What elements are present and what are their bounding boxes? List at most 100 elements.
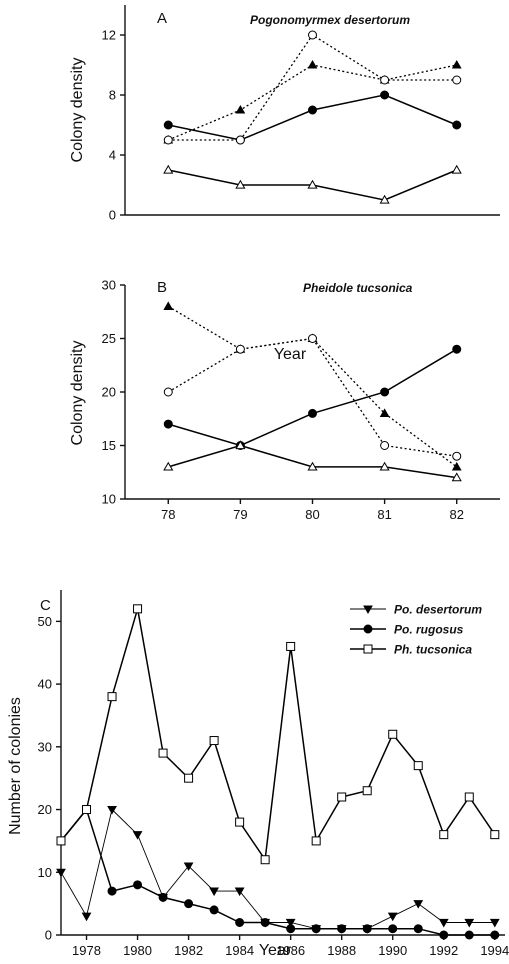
panel-a-series-1-point: [235, 104, 246, 114]
panel-c-y-tick-label: 50: [38, 614, 52, 629]
panel-b-series-2-point: [380, 441, 390, 450]
panel-a-series-2-point: [308, 30, 317, 40]
panel-c-series-0-point: [413, 900, 424, 909]
panel-b-series-0-line: [168, 348, 458, 447]
panel-c-series-2-line: [60, 608, 496, 862]
panel-c: C Number of colonies Year 0 10 20 30 40 50 197…: [7, 590, 509, 959]
panel-c-series-2-point: [133, 604, 143, 614]
panel-a-series-1-point: [307, 59, 318, 69]
panel-c-series-1-point: [388, 924, 398, 934]
panel-a-y-tick-label: 8: [109, 88, 116, 103]
panel-c-series-2-point: [413, 761, 423, 771]
panel-c-y-tick-label: 0: [45, 928, 52, 943]
panel-c-series-0-point: [489, 918, 500, 928]
panel-a-y-tick-label: 4: [109, 148, 116, 163]
panel-c-series-0-point: [387, 912, 398, 922]
panel-c-series-0-point: [209, 887, 219, 897]
panel-c-y-tick-label: 20: [38, 802, 52, 817]
panel-b-series-3-point: [163, 461, 174, 471]
panel-b-x-tick-label: 79: [233, 507, 247, 522]
panel-b-species-label: Pheidole tucsonica: [303, 281, 413, 295]
panel-c-series-1-point: [107, 886, 117, 896]
panel-b-series-1-point: [163, 301, 174, 310]
panel-b-y-tick-label: 15: [102, 438, 116, 453]
legend-marker: [363, 644, 373, 654]
panel-a-series-2-point: [235, 135, 245, 145]
panel-a-series-3-point: [307, 179, 318, 189]
panel-c-series-2-point: [184, 773, 194, 783]
panel-a-y-tick-label: 12: [102, 28, 116, 43]
panel-c-series-1-point: [235, 917, 245, 927]
panel-c-y-tick-label: 10: [38, 865, 52, 880]
panel-c-series-2-point: [235, 817, 245, 827]
panel-c-series-1-point: [337, 924, 347, 934]
panel-c-series-2-point: [209, 736, 219, 746]
panel-c-series-2-point: [362, 786, 372, 796]
panel-c-series-0-point: [438, 918, 449, 928]
panel-c-series-2-point: [286, 641, 296, 651]
legend-item: Po. desertorum: [350, 603, 482, 617]
panel-b-y-tick-label: 20: [102, 385, 116, 400]
legend-label: Po. rugosus: [394, 623, 464, 637]
panel-c-series-2-point: [388, 729, 398, 739]
panel-c-series-1-point: [209, 905, 219, 915]
panel-c-x-tick-label: 1994: [480, 943, 509, 958]
panel-c-series-2-point: [490, 830, 500, 840]
panel-b-series-1-point: [379, 408, 390, 417]
panel-a-series-2-point: [163, 135, 173, 145]
legend-marker: [363, 624, 373, 634]
panel-a-series-1-line: [168, 64, 457, 141]
panel-b-series-3-point: [379, 461, 390, 471]
panel-c-series-0-point: [81, 912, 92, 922]
panel-b-series-1-point: [451, 461, 462, 471]
panel-c-series-1-point: [133, 880, 143, 890]
panel-b-series-2-point: [163, 387, 173, 397]
panel-b: B Pheidole tucsonica Colony density Year…: [69, 278, 500, 522]
legend-item: Po. rugosus: [350, 623, 464, 637]
panel-b-series-3-point: [307, 461, 318, 471]
panel-b-y-tick-label: 30: [102, 278, 116, 293]
panel-c-series-2-point: [158, 748, 168, 758]
legend-marker: [363, 605, 373, 615]
panel-c-series-1-point: [413, 924, 423, 934]
panel-a: A Pogonomyrmex desertorum Colony density…: [69, 5, 500, 223]
legend-label: Po. desertorum: [394, 603, 482, 617]
panel-a-y-tick-label: 0: [109, 208, 116, 223]
panel-c-y-tick-label: 40: [38, 677, 52, 692]
panel-b-x-tick-label: 81: [377, 507, 391, 522]
panel-c-series-2-point: [311, 836, 321, 846]
panel-b-series-3-point: [235, 440, 246, 450]
panel-b-series-0-point: [308, 408, 317, 418]
panel-c-series-1-line: [60, 807, 495, 936]
panel-c-series-0-point: [183, 862, 194, 872]
panel-a-series-3-point: [163, 164, 174, 174]
panel-b-series-3-line: [168, 444, 457, 479]
panel-b-series-0-point: [163, 419, 173, 429]
panel-b-x-tick-label: 78: [161, 507, 175, 522]
panel-c-series-1-point: [362, 924, 372, 934]
panel-c-series-1-point: [439, 930, 449, 940]
panel-b-letter: B: [157, 279, 167, 296]
panel-c-x-tick-label: 1988: [327, 943, 356, 958]
panel-a-y-axis-title: Colony density: [69, 58, 86, 163]
panel-c-series-1-point: [311, 924, 321, 934]
panel-c-x-tick-label: 1978: [72, 943, 101, 958]
panel-b-series-0-point: [452, 344, 462, 354]
panel-b-series-2-point: [308, 334, 317, 343]
legend-label: Ph. tucsonica: [394, 643, 472, 657]
panel-a-series-3-point: [379, 194, 390, 204]
panel-c-series-0-point: [464, 918, 475, 928]
panel-b-series-2-point: [235, 344, 245, 354]
panel-c-series-2-point: [56, 836, 66, 846]
panel-a-series-2-point: [380, 75, 390, 85]
panel-a-series-0-point: [380, 90, 390, 100]
panel-c-y-axis-title: Number of colonies: [7, 697, 24, 835]
panel-a-series-0-line: [168, 94, 457, 141]
panel-c-y-tick-label: 30: [38, 739, 52, 754]
panel-c-series-2-point: [82, 805, 92, 815]
panel-b-series-3-point: [451, 472, 462, 482]
panel-b-x-axis-title: Year: [274, 346, 307, 363]
panel-a-species-label: Pogonomyrmex desertorum: [250, 13, 410, 27]
panel-c-x-axis-title: Year: [259, 942, 292, 959]
